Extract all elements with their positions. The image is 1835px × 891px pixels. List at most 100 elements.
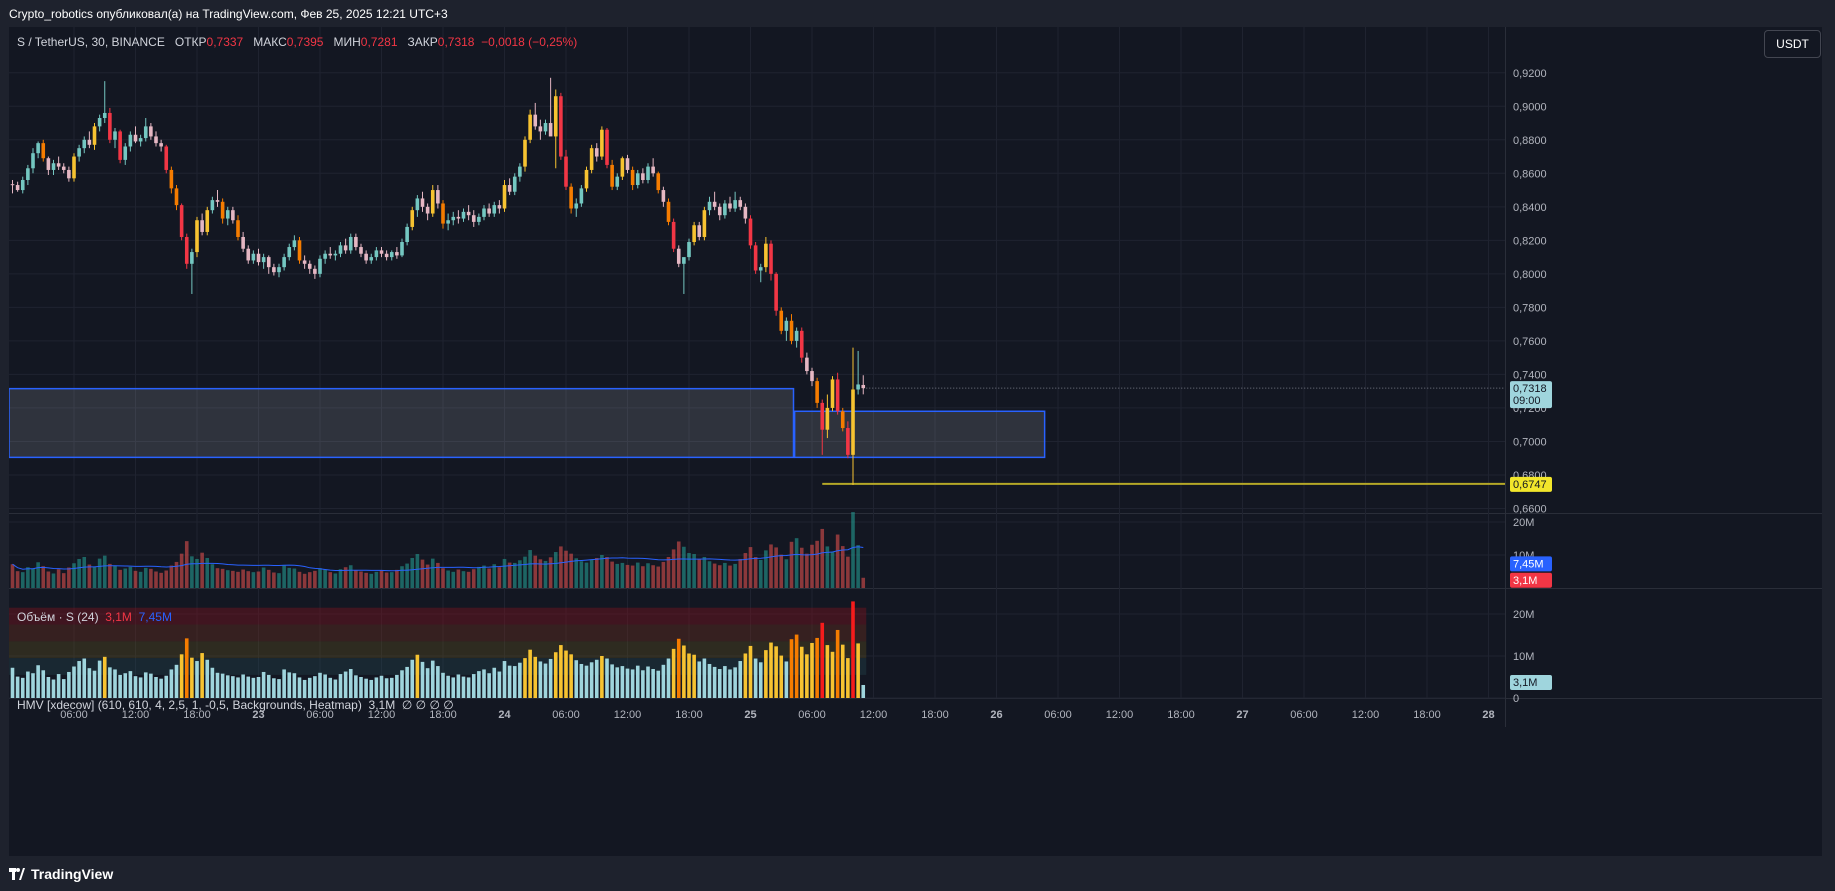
hmv-bar — [625, 668, 630, 698]
candle — [400, 242, 404, 256]
hmv-bar — [425, 668, 430, 698]
hmv-bar — [518, 662, 522, 698]
candle — [815, 381, 819, 403]
volume-bar — [195, 558, 199, 588]
hmv-bar — [466, 677, 471, 698]
high-label: МАКС — [253, 35, 287, 49]
hmv-bar — [338, 674, 343, 698]
open-label: ОТКР — [174, 35, 207, 49]
candle — [108, 112, 112, 140]
hmv-tick-label: 10M — [1513, 651, 1534, 663]
volume-bar — [820, 528, 825, 588]
hmv-tick-label: 20M — [1513, 609, 1534, 621]
volume-bar — [600, 555, 604, 588]
last-price-badge — [1510, 381, 1552, 409]
volume-bar — [118, 569, 122, 588]
volume-bar — [292, 568, 297, 588]
candle — [682, 257, 686, 264]
candle — [46, 158, 51, 170]
candle — [113, 131, 117, 140]
hmv-bar — [723, 666, 727, 698]
hmv-bar — [630, 669, 635, 698]
hmv-bar — [261, 671, 266, 698]
volume-bar — [436, 562, 440, 588]
candle — [328, 253, 333, 256]
hmv-bar — [179, 654, 184, 698]
volume-bar — [743, 553, 748, 588]
hmv-value: 3,1M — [368, 698, 396, 712]
candle — [266, 257, 271, 268]
volume-bar — [738, 558, 743, 588]
candle — [723, 203, 727, 216]
candle — [610, 164, 614, 187]
hmv-bar — [241, 674, 245, 698]
candle — [651, 166, 655, 174]
volume-bar — [149, 568, 153, 588]
volume-legend: Объём · S (24) 3,1M 7,45M — [17, 610, 172, 624]
hmv-bar — [292, 673, 297, 698]
price-tick-label: 0,7600 — [1513, 336, 1547, 348]
candle — [564, 156, 568, 187]
volume-bar — [159, 572, 163, 588]
hmv-bar — [123, 673, 128, 698]
volume-title[interactable]: Объём · S (24) — [17, 610, 99, 624]
hmv-bar — [287, 672, 292, 698]
volume-bar — [702, 556, 707, 588]
hmv-bar — [354, 675, 358, 698]
hmv-bar — [687, 653, 691, 698]
hmv-last-badge — [1510, 674, 1552, 690]
hmv-bar — [758, 662, 763, 698]
hmv-bar — [477, 671, 481, 698]
hmv-bar — [333, 679, 338, 698]
hmv-bar — [764, 650, 768, 698]
volume-bar — [441, 568, 445, 588]
candle — [692, 225, 696, 243]
volume-bar — [36, 562, 40, 588]
candle — [620, 158, 625, 177]
hmv-bar — [190, 657, 194, 698]
volume-bar — [666, 556, 671, 588]
hmv-bar — [77, 661, 81, 698]
hmv-bar — [774, 646, 778, 698]
candle — [215, 200, 220, 202]
symbol-title[interactable]: S / TetherUS, 30, BINANCE — [17, 35, 165, 49]
price-tick-label: 0,8600 — [1513, 168, 1547, 180]
volume-bar — [620, 562, 625, 588]
chart-canvas[interactable]: 0,9200 0,9000 0,8800 0,8600 0,8400 0,8200 0,80… — [9, 27, 1822, 856]
candle — [687, 242, 691, 258]
candle — [764, 243, 768, 268]
volume-bar — [707, 561, 712, 588]
currency-button[interactable]: USDT — [1764, 30, 1821, 58]
hmv-bar — [149, 673, 153, 698]
time-tick-label: 27 — [1236, 709, 1248, 721]
candle — [584, 169, 589, 189]
hmv-heat-band — [9, 624, 867, 642]
volume-bar — [625, 564, 630, 588]
price-tick-label: 0,8400 — [1513, 202, 1547, 214]
tradingview-logo[interactable]: TradingView — [9, 866, 113, 882]
hmv-bar — [569, 654, 573, 698]
hmv-bar — [415, 654, 420, 698]
hmv-bar — [343, 671, 348, 698]
hmv-bar — [507, 665, 512, 698]
last-price-badge-text: 09:00 — [1513, 395, 1541, 407]
hmv-bar — [436, 666, 440, 698]
hmv-bar — [51, 679, 56, 698]
volume-bar — [333, 573, 338, 588]
hmv-title[interactable]: HMV [xdecow] (610, 610, 4, 2,5, 1, -0,5,… — [17, 698, 362, 712]
hmv-bar — [400, 670, 404, 698]
candle — [133, 134, 138, 142]
volume-bar — [395, 569, 399, 588]
volume-bar — [348, 565, 353, 588]
hmv-bar — [492, 667, 497, 698]
hmv-bar — [512, 666, 517, 698]
time-tick-label: 06:00 — [1044, 709, 1072, 721]
hmv-legend: HMV [xdecow] (610, 610, 4, 2,5, 1, -0,5,… — [17, 698, 454, 712]
chart-area[interactable]: 0,9200 0,9000 0,8800 0,8600 0,8400 0,8200 0,80… — [9, 27, 1822, 856]
hmv-bar — [692, 654, 696, 698]
volume-bar — [712, 563, 717, 588]
candle — [72, 156, 76, 179]
volume-bar — [251, 572, 256, 588]
volume-bar — [641, 566, 645, 588]
hmv-bar — [15, 676, 20, 698]
